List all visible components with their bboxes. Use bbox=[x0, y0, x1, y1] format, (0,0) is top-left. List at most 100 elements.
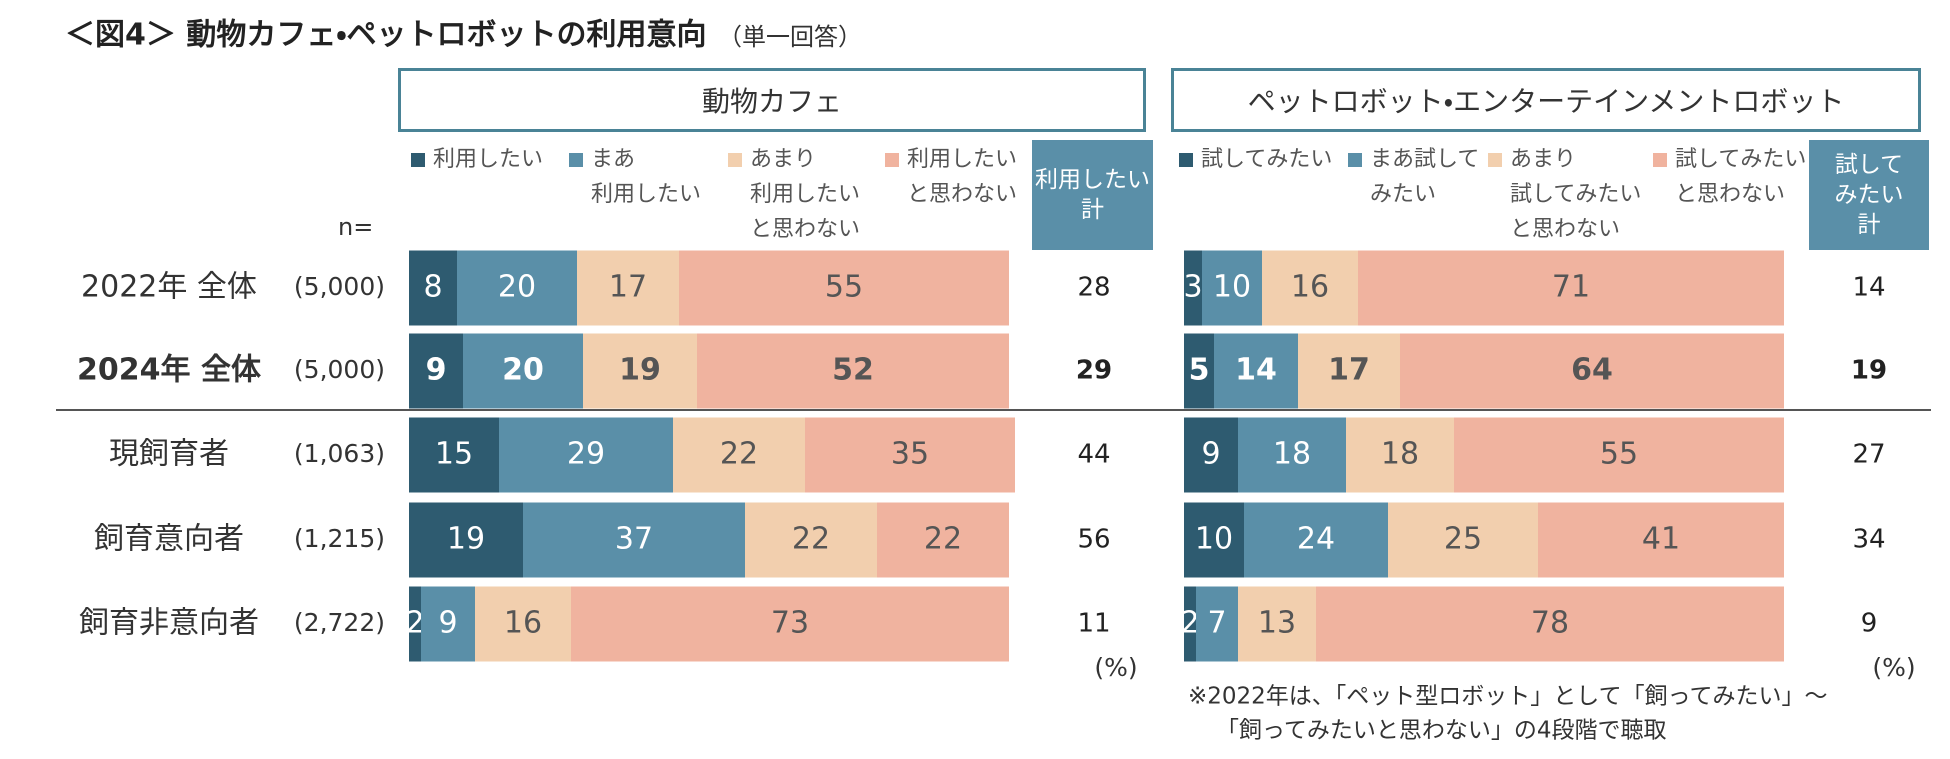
value-label: 55 bbox=[825, 270, 863, 305]
legend-swatch bbox=[569, 153, 583, 167]
value-label: 71 bbox=[1552, 270, 1590, 305]
bar-segment bbox=[1184, 250, 1202, 326]
bar-segment bbox=[1298, 333, 1400, 409]
n-value: (5,000) bbox=[294, 355, 385, 384]
value-label: 19 bbox=[447, 522, 485, 557]
value-label: 18 bbox=[1381, 437, 1419, 472]
legend-item: 利用したい と思わない bbox=[885, 142, 1017, 212]
total-value: 34 bbox=[1852, 525, 1885, 555]
bar-segment bbox=[409, 333, 463, 409]
value-label: 16 bbox=[504, 606, 542, 641]
legend-item: 試してみたい と思わない bbox=[1653, 142, 1806, 212]
legend-item: 利用したい bbox=[411, 142, 543, 177]
value-label: 9 bbox=[438, 606, 457, 641]
value-label: 18 bbox=[1273, 437, 1311, 472]
total-value: 27 bbox=[1852, 440, 1885, 470]
value-label: 17 bbox=[609, 270, 647, 305]
value-label: 20 bbox=[498, 270, 536, 305]
bar-segment bbox=[463, 333, 583, 409]
panel-title: ペットロボット・エンターテインメントロボット bbox=[1171, 68, 1921, 132]
total-value: 11 bbox=[1077, 609, 1110, 639]
value-label: 22 bbox=[924, 522, 962, 557]
bar-segment bbox=[421, 586, 475, 662]
legend-swatch bbox=[411, 153, 425, 167]
value-label: 22 bbox=[792, 522, 830, 557]
bar-segment bbox=[1244, 502, 1388, 578]
legend-item: あまり 利用したい と思わない bbox=[728, 142, 860, 247]
value-label: 73 bbox=[771, 606, 809, 641]
bar-segment bbox=[1388, 502, 1538, 578]
legend-item: まあ試して みたい bbox=[1348, 142, 1479, 212]
n-value: (2,722) bbox=[294, 608, 385, 637]
value-label: 9 bbox=[426, 353, 447, 388]
row-label: 飼育意向者 bbox=[94, 522, 244, 557]
bar-segment bbox=[1184, 586, 1196, 662]
value-label: 14 bbox=[1235, 353, 1277, 388]
legend-item: 試してみたい bbox=[1179, 142, 1332, 177]
value-label: 7 bbox=[1207, 606, 1226, 641]
bar-segment bbox=[577, 250, 679, 326]
bar-segment bbox=[523, 502, 745, 578]
legend-swatch bbox=[1348, 153, 1362, 167]
legend-swatch bbox=[885, 153, 899, 167]
bar-segment bbox=[1184, 502, 1244, 578]
bar-segment bbox=[877, 502, 1009, 578]
value-label: 35 bbox=[891, 437, 929, 472]
unit-label: (%) bbox=[1094, 653, 1137, 682]
value-label: 5 bbox=[1189, 353, 1210, 388]
total-value: 14 bbox=[1852, 273, 1885, 303]
value-label: 10 bbox=[1213, 270, 1251, 305]
bar-segment bbox=[409, 586, 421, 662]
bar-segment bbox=[1214, 333, 1298, 409]
bar-segment bbox=[583, 333, 697, 409]
bar-segment bbox=[1238, 417, 1346, 493]
bar-segment bbox=[1238, 586, 1316, 662]
total-header: 利用したい 計 bbox=[1032, 140, 1153, 250]
value-label: 64 bbox=[1571, 353, 1613, 388]
bar-segment bbox=[1184, 333, 1214, 409]
bar-segment bbox=[1316, 586, 1784, 662]
legend-swatch bbox=[1488, 153, 1502, 167]
footnote: 「飼ってみたいと思わない」の4段階で聴取 bbox=[1216, 718, 1666, 744]
n-label: n= bbox=[338, 213, 373, 241]
chart-subtitle: （単一回答） bbox=[718, 23, 862, 51]
legend-item: まあ 利用したい bbox=[569, 142, 701, 212]
value-label: 41 bbox=[1642, 522, 1680, 557]
bar-segment bbox=[1262, 250, 1358, 326]
chart-title: ＜図4＞ 動物カフェ・ペットロボットの利用意向 bbox=[65, 18, 707, 53]
value-label: 37 bbox=[615, 522, 653, 557]
row-label: 飼育非意向者 bbox=[79, 606, 259, 641]
value-label: 29 bbox=[567, 437, 605, 472]
legend-swatch bbox=[728, 153, 742, 167]
bar-segment bbox=[1202, 250, 1262, 326]
total-value: 29 bbox=[1076, 356, 1112, 386]
bar-segment bbox=[499, 417, 673, 493]
row-label: 2022年 全体 bbox=[81, 270, 257, 305]
panel-title: 動物カフェ bbox=[398, 68, 1146, 132]
footnote: ※2022年は、「ペット型ロボット」として「飼ってみたい」～ bbox=[1188, 684, 1827, 710]
total-value: 44 bbox=[1077, 440, 1110, 470]
value-label: 52 bbox=[832, 353, 874, 388]
value-label: 55 bbox=[1600, 437, 1638, 472]
bar-segment bbox=[1196, 586, 1238, 662]
bar-segment bbox=[1346, 417, 1454, 493]
bar-segment bbox=[475, 586, 571, 662]
bar-segment bbox=[409, 502, 523, 578]
value-label: 15 bbox=[435, 437, 473, 472]
value-label: 16 bbox=[1291, 270, 1329, 305]
bar-segment bbox=[673, 417, 805, 493]
row-label: 現飼育者 bbox=[109, 437, 229, 472]
value-label: 2 bbox=[1180, 606, 1199, 641]
value-label: 20 bbox=[502, 353, 544, 388]
total-header: 試して みたい 計 bbox=[1809, 140, 1929, 250]
value-label: 24 bbox=[1297, 522, 1335, 557]
value-label: 78 bbox=[1531, 606, 1569, 641]
unit-label: (%) bbox=[1872, 653, 1915, 682]
value-label: 22 bbox=[720, 437, 758, 472]
bar-segment bbox=[1454, 417, 1784, 493]
legend-item: あまり 試してみたい と思わない bbox=[1488, 142, 1641, 247]
bar-segment bbox=[745, 502, 877, 578]
bar-segment bbox=[697, 333, 1009, 409]
